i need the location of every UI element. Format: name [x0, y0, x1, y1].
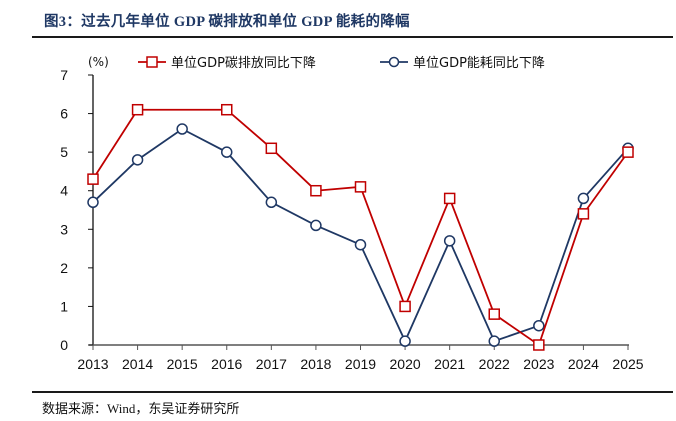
- data-point: [131, 154, 144, 166]
- top-rule: [32, 36, 673, 38]
- data-point: [533, 319, 545, 332]
- data-point: [622, 146, 634, 158]
- data-point: [87, 173, 99, 185]
- y-tick-label: 1: [60, 298, 68, 314]
- data-point: [488, 308, 500, 320]
- data-point: [87, 196, 99, 209]
- y-tick-label: 7: [60, 67, 68, 83]
- data-point: [577, 208, 590, 220]
- series-line: [92, 108, 629, 347]
- legend-circle-marker-icon: [388, 56, 400, 68]
- data-point: [265, 196, 278, 209]
- legend-label: 单位GDP碳排放同比下降: [171, 56, 316, 71]
- y-tick-label: 4: [60, 183, 68, 199]
- x-tick-label: 2025: [612, 356, 643, 372]
- x-tick-label: 2015: [167, 356, 198, 372]
- data-point: [577, 192, 590, 205]
- series-carbon-emission: [87, 103, 634, 351]
- data-point: [221, 146, 233, 158]
- legend-label: 单位GDP能耗同比下降: [413, 56, 545, 71]
- data-point: [131, 103, 144, 116]
- x-tick-label: 2017: [256, 356, 287, 372]
- x-tick-label: 2019: [345, 356, 376, 372]
- series-line: [92, 127, 629, 344]
- data-point: [354, 238, 367, 251]
- legend-item: 单位GDP碳排放同比下降: [138, 56, 316, 71]
- y-unit-label: (%): [88, 55, 109, 69]
- data-point: [354, 181, 367, 193]
- x-tick-label: 2021: [434, 356, 465, 372]
- data-point: [221, 103, 233, 116]
- data-point: [310, 219, 322, 232]
- axes: 0 1 2 3 4 5 6 7 2013 2014 2015 2016 2017 2018 2019 2020…: [60, 67, 644, 372]
- y-tick-label: 5: [60, 144, 68, 160]
- data-point: [176, 123, 188, 135]
- data-point: [399, 335, 411, 347]
- legend-square-marker-icon: [146, 56, 158, 68]
- y-tick-label: 6: [60, 106, 68, 122]
- data-point: [310, 184, 322, 197]
- x-tick-label: 2023: [523, 356, 554, 372]
- x-tick-label: 2016: [211, 356, 242, 372]
- series-layer: [87, 103, 634, 351]
- data-point: [265, 142, 278, 155]
- x-tick-label: 2018: [300, 356, 331, 372]
- x-tick-label: 2020: [390, 356, 421, 372]
- data-point: [443, 235, 456, 247]
- figure-title: 图3：过去几年单位 GDP 碳排放和单位 GDP 能耗的降幅: [44, 14, 410, 30]
- y-tick-label: 3: [60, 221, 68, 237]
- bottom-rule: [32, 391, 673, 393]
- y-tick-label: 2: [60, 260, 68, 276]
- x-tick-label: 2013: [77, 356, 108, 372]
- x-tick-label: 2024: [568, 356, 599, 372]
- series-energy-consumption: [87, 123, 634, 347]
- x-tick-label: 2014: [122, 356, 153, 372]
- data-point: [443, 192, 456, 205]
- legend: 单位GDP碳排放同比下降 单位GDP能耗同比下降: [138, 56, 545, 71]
- data-point: [488, 335, 500, 347]
- legend-item: 单位GDP能耗同比下降: [380, 56, 545, 71]
- x-tick-label: 2022: [479, 356, 510, 372]
- data-point: [399, 300, 411, 313]
- source-note: 数据来源：Wind，东吴证券研究所: [42, 401, 240, 416]
- data-point: [533, 339, 545, 351]
- y-tick-label: 0: [60, 337, 68, 353]
